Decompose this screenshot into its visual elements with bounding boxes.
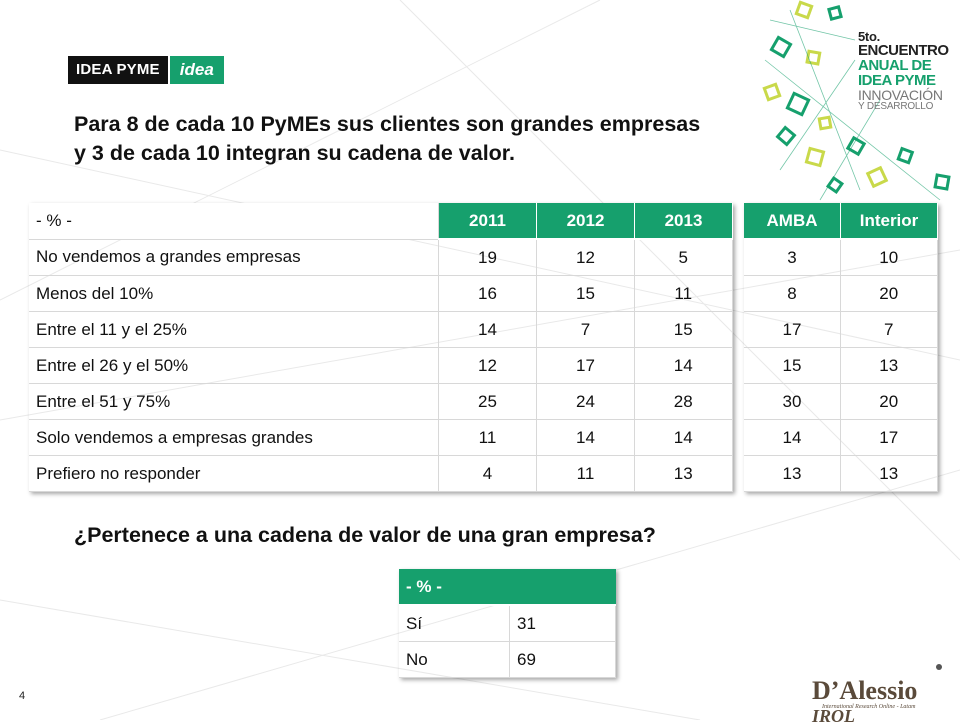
- encuentro-edition: 5to.: [858, 29, 880, 44]
- table-header-row: AMBA Interior: [744, 203, 937, 240]
- row-label: Prefiero no responder: [29, 455, 439, 492]
- cell-value: 19: [438, 239, 537, 276]
- percent-header: - % -: [399, 569, 616, 606]
- row-label: Entre el 26 y el 50%: [29, 347, 439, 384]
- year-header: 2013: [634, 203, 732, 240]
- cell-value: 28: [634, 383, 733, 420]
- cell-value: 13: [634, 455, 733, 492]
- cell-value: 69: [509, 641, 616, 678]
- cell-value: 11: [634, 275, 733, 312]
- region-header-interior: Interior: [840, 203, 937, 240]
- value-chain-table: - % - Sí 31 No 69: [399, 569, 616, 678]
- cell-value: 17: [840, 419, 938, 456]
- table-header-row: - % -: [399, 569, 616, 606]
- row-label: Solo vendemos a empresas grandes: [29, 419, 439, 456]
- cell-value: 3: [744, 239, 841, 276]
- row-label: Sí: [399, 605, 510, 642]
- year-header: 2012: [536, 203, 635, 240]
- dalessio-name: D’Alessio: [812, 676, 918, 705]
- table-row: No 69: [399, 641, 616, 678]
- cell-value: 10: [840, 239, 938, 276]
- encuentro-innovacion: INNOVACIÓN: [858, 87, 943, 103]
- percent-header: - % -: [29, 203, 439, 240]
- encuentro-ideapyme: IDEA PYME: [858, 72, 936, 89]
- row-label: Entre el 11 y el 25%: [29, 311, 439, 348]
- cell-value: 12: [536, 239, 635, 276]
- cell-value: 13: [840, 455, 938, 492]
- table-row: 15 13: [744, 347, 938, 384]
- encuentro-title: ENCUENTRO: [858, 42, 949, 59]
- encuentro-logo-graphic: [762, 0, 951, 201]
- cell-value: 11: [438, 419, 537, 456]
- cell-value: 25: [438, 383, 537, 420]
- cell-value: 16: [438, 275, 537, 312]
- cell-value: 14: [634, 347, 733, 384]
- cell-value: 5: [634, 239, 733, 276]
- table-row: Solo vendemos a empresas grandes 11 14 1…: [29, 419, 733, 456]
- question-heading: ¿Pertenece a una cadena de valor de una …: [74, 523, 656, 547]
- cell-value: 7: [840, 311, 938, 348]
- cell-value: 15: [744, 347, 841, 384]
- row-label: Entre el 51 y 75%: [29, 383, 439, 420]
- cell-value: 13: [840, 347, 938, 384]
- table-row: No vendemos a grandes empresas 19 12 5: [29, 239, 733, 276]
- dalessio-logo: D’Alessio IROL International Research On…: [812, 676, 952, 726]
- cell-value: 30: [744, 383, 841, 420]
- cell-value: 31: [509, 605, 616, 642]
- row-label: No: [399, 641, 510, 678]
- cell-value: 7: [536, 311, 635, 348]
- encuentro-anual: ANUAL DE: [858, 57, 932, 74]
- clients-by-year-table: - % - 2011 2012 2013 No vendemos a grand…: [29, 203, 733, 492]
- cell-value: 20: [840, 275, 938, 312]
- row-label: Menos del 10%: [29, 275, 439, 312]
- cell-value: 20: [840, 383, 938, 420]
- table-row: 14 17: [744, 419, 938, 456]
- table-row: Entre el 26 y el 50% 12 17 14: [29, 347, 733, 384]
- ideapyme-logo: IDEA PYME idea: [68, 56, 224, 84]
- cell-value: 4: [438, 455, 537, 492]
- table-header-row: - % - 2011 2012 2013: [29, 203, 732, 240]
- cell-value: 15: [536, 275, 635, 312]
- slide-headline: Para 8 de cada 10 PyMEs sus clientes son…: [74, 112, 701, 165]
- table-row: 8 20: [744, 275, 938, 312]
- table-row: Sí 31: [399, 605, 616, 642]
- encuentro-desarrollo: Y DESARROLLO: [858, 101, 934, 112]
- cell-value: 14: [536, 419, 635, 456]
- table-row: Entre el 11 y el 25% 14 7 15: [29, 311, 733, 348]
- ideapyme-logo-text: IDEA PYME: [68, 56, 168, 84]
- cell-value: 15: [634, 311, 733, 348]
- table-row: Prefiero no responder 4 11 13: [29, 455, 733, 492]
- cell-value: 11: [536, 455, 635, 492]
- cell-value: 8: [744, 275, 841, 312]
- region-header-amba: AMBA: [744, 203, 841, 240]
- cell-value: 17: [744, 311, 841, 348]
- table-row: 13 13: [744, 455, 938, 492]
- year-header: 2011: [438, 203, 537, 240]
- cell-value: 14: [438, 311, 537, 348]
- encuentro-logo-text: 5to. ENCUENTRO ANUAL DE IDEA PYME INNOVA…: [858, 30, 958, 112]
- table-row: Entre el 51 y 75% 25 24 28: [29, 383, 733, 420]
- table-row: 30 20: [744, 383, 938, 420]
- region-table: AMBA Interior 3 10 8 20 17 7 15 13 30 20 14 17…: [744, 203, 938, 492]
- cell-value: 14: [744, 419, 841, 456]
- cell-value: 24: [536, 383, 635, 420]
- decorative-dot: [936, 664, 942, 670]
- cell-value: 17: [536, 347, 635, 384]
- cell-value: 14: [634, 419, 733, 456]
- idea-logo-text: idea: [169, 56, 224, 84]
- cell-value: 13: [744, 455, 841, 492]
- page-number: 4: [19, 690, 26, 702]
- table-row: Menos del 10% 16 15 11: [29, 275, 733, 312]
- table-row: 17 7: [744, 311, 938, 348]
- table-row: 3 10: [744, 239, 938, 276]
- cell-value: 12: [438, 347, 537, 384]
- row-label: No vendemos a grandes empresas: [29, 239, 439, 276]
- dalessio-tagline: International Research Online - Latam: [822, 704, 916, 710]
